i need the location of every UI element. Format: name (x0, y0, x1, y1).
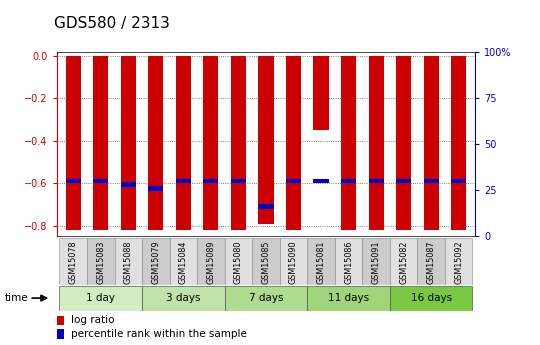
Bar (231, 179, 246, 183)
Text: GSM15087: GSM15087 (427, 241, 436, 284)
Bar (87, 238, 114, 285)
Bar (142, 238, 170, 285)
Bar (451, 56, 466, 230)
Bar (313, 179, 328, 183)
Text: GDS580 / 2313: GDS580 / 2313 (54, 16, 170, 31)
Text: 1 day: 1 day (86, 293, 115, 303)
Bar (204, 179, 219, 183)
Bar (148, 186, 164, 191)
Bar (451, 179, 466, 183)
Bar (57, 329, 64, 339)
Bar (368, 179, 383, 183)
Text: log ratio: log ratio (71, 315, 114, 325)
Text: GSM15092: GSM15092 (454, 241, 463, 285)
Bar (204, 56, 219, 230)
Text: GSM15090: GSM15090 (289, 241, 298, 284)
Text: GSM15082: GSM15082 (399, 241, 408, 284)
Bar (280, 238, 307, 285)
Bar (142, 286, 225, 310)
Bar (57, 316, 64, 325)
Bar (176, 56, 191, 230)
Text: GSM15078: GSM15078 (69, 241, 78, 284)
Text: GSM15081: GSM15081 (316, 241, 326, 284)
Bar (121, 182, 136, 187)
Text: 3 days: 3 days (166, 293, 200, 303)
Text: GSM15086: GSM15086 (344, 241, 353, 284)
Bar (170, 238, 197, 285)
Bar (307, 238, 335, 285)
Bar (59, 286, 142, 310)
Bar (59, 238, 87, 285)
Bar (148, 56, 164, 230)
Text: 11 days: 11 days (328, 293, 369, 303)
Bar (93, 179, 109, 183)
Text: time: time (4, 293, 28, 303)
Bar (396, 56, 411, 230)
Bar (286, 179, 301, 183)
Text: 7 days: 7 days (249, 293, 283, 303)
Bar (258, 56, 274, 224)
Bar (286, 56, 301, 230)
Bar (225, 286, 307, 310)
Bar (423, 56, 438, 230)
Text: GSM15079: GSM15079 (151, 241, 160, 285)
Bar (396, 179, 411, 183)
Bar (423, 179, 438, 183)
Bar (258, 205, 274, 209)
Bar (176, 179, 191, 183)
Text: GSM15091: GSM15091 (372, 241, 381, 284)
Bar (252, 238, 280, 285)
Bar (368, 56, 383, 230)
Bar (390, 286, 472, 310)
Text: percentile rank within the sample: percentile rank within the sample (71, 329, 246, 339)
Bar (341, 56, 356, 230)
Bar (93, 56, 109, 230)
Bar (390, 238, 417, 285)
Text: GSM15084: GSM15084 (179, 241, 188, 284)
Text: 16 days: 16 days (410, 293, 451, 303)
Bar (66, 179, 81, 183)
Text: GSM15085: GSM15085 (261, 241, 271, 284)
Bar (307, 286, 390, 310)
Text: GSM15088: GSM15088 (124, 241, 133, 284)
Bar (417, 238, 445, 285)
Bar (225, 238, 252, 285)
Bar (313, 56, 328, 130)
Bar (114, 238, 142, 285)
Bar (231, 56, 246, 230)
Bar (362, 238, 390, 285)
Text: GSM15080: GSM15080 (234, 241, 243, 284)
Text: GSM15089: GSM15089 (206, 241, 215, 284)
Bar (66, 56, 81, 230)
Bar (341, 179, 356, 183)
Text: GSM15083: GSM15083 (96, 241, 105, 284)
Bar (335, 238, 362, 285)
Bar (445, 238, 472, 285)
Bar (197, 238, 225, 285)
Bar (121, 56, 136, 230)
